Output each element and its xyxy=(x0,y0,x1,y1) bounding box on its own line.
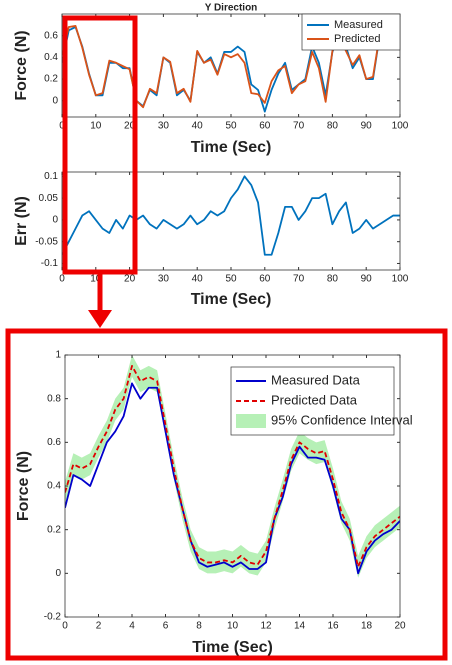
y-tick-label: 0.2 xyxy=(44,74,58,85)
x-axis-label: Time (Sec) xyxy=(191,139,272,156)
legend-label: Measured Data xyxy=(271,372,361,387)
x-tick-label: 90 xyxy=(361,274,373,285)
plot xyxy=(65,355,400,578)
x-tick-label: 80 xyxy=(327,274,339,285)
x-tick-label: 70 xyxy=(293,121,305,132)
y-tick-label: 0.6 xyxy=(44,30,58,41)
x-axis-label: Time (Sec) xyxy=(192,639,273,656)
x-tick-label: 2 xyxy=(96,621,102,632)
x-tick-label: 80 xyxy=(327,121,339,132)
chart-title: Y Direction xyxy=(205,3,258,14)
x-tick-label: 20 xyxy=(124,274,136,285)
zoom-box xyxy=(5,328,448,661)
x-tick-label: 100 xyxy=(392,274,409,285)
legend-label: Measured xyxy=(334,19,383,31)
y-tick-label: 0.05 xyxy=(39,193,59,204)
x-tick-label: 14 xyxy=(294,621,306,632)
x-tick-label: 16 xyxy=(327,621,339,632)
arrow-head xyxy=(88,310,112,328)
x-tick-label: 6 xyxy=(163,621,169,632)
y-tick-label: 0.4 xyxy=(44,52,58,63)
y-axis-label: Force (N) xyxy=(15,451,32,521)
x-tick-label: 10 xyxy=(90,274,102,285)
legend-swatch xyxy=(236,414,266,428)
y-tick-label: -0.05 xyxy=(35,236,58,247)
confidence-band xyxy=(65,355,400,578)
y-tick-label: 0 xyxy=(52,215,58,226)
series-line xyxy=(62,175,400,256)
y-tick-label: -0.1 xyxy=(41,258,59,269)
x-tick-label: 0 xyxy=(59,121,65,132)
series-line xyxy=(65,365,400,568)
legend-box xyxy=(301,13,401,51)
x-tick-label: 12 xyxy=(260,621,272,632)
y-tick-label: 0.8 xyxy=(47,393,61,404)
x-tick-label: 40 xyxy=(192,274,204,285)
y-tick-label: 0 xyxy=(55,568,61,579)
y-tick-label: 0.1 xyxy=(44,171,58,182)
x-tick-label: 30 xyxy=(158,274,170,285)
x-axis-label: Time (Sec) xyxy=(191,291,272,308)
y-axis-label: Force (N) xyxy=(13,30,30,100)
x-tick-label: 70 xyxy=(293,274,305,285)
y-tick-label: 0.4 xyxy=(47,481,61,492)
x-tick-label: 60 xyxy=(259,274,271,285)
x-tick-label: 18 xyxy=(361,621,373,632)
x-tick-label: 4 xyxy=(129,621,135,632)
x-tick-label: 50 xyxy=(225,274,237,285)
x-tick-label: 20 xyxy=(394,621,406,632)
x-tick-label: 30 xyxy=(158,121,170,132)
plot xyxy=(62,175,400,256)
x-tick-label: 0 xyxy=(62,621,68,632)
x-tick-label: 20 xyxy=(124,121,136,132)
plot-area xyxy=(62,172,400,270)
x-tick-label: 60 xyxy=(259,121,271,132)
x-tick-label: 100 xyxy=(392,121,409,132)
y-axis-label: Err (N) xyxy=(13,196,30,246)
y-tick-label: 0.2 xyxy=(47,524,61,535)
series-line xyxy=(65,382,400,575)
x-tick-label: 8 xyxy=(196,621,202,632)
legend-label: 95% Confidence Interval xyxy=(271,412,413,427)
legend-label: Predicted xyxy=(334,33,380,45)
x-tick-label: 10 xyxy=(90,121,102,132)
x-tick-label: 0 xyxy=(59,274,65,285)
x-tick-label: 40 xyxy=(192,121,204,132)
x-tick-label: 50 xyxy=(225,121,237,132)
x-tick-label: 90 xyxy=(361,121,373,132)
y-tick-label: -0.2 xyxy=(44,612,62,623)
y-tick-label: 0.6 xyxy=(47,437,61,448)
y-tick-label: 1 xyxy=(55,350,61,361)
x-tick-label: 10 xyxy=(227,621,239,632)
legend-label: Predicted Data xyxy=(271,392,358,407)
y-tick-label: 0 xyxy=(52,95,58,106)
